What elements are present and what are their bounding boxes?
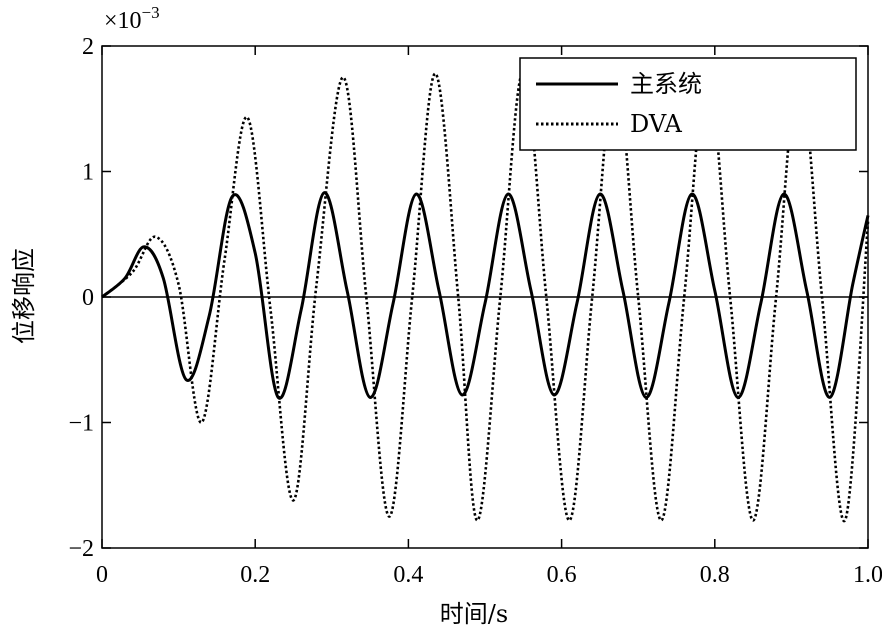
y-axis-title: 位移响应 [10,248,38,344]
legend: 主系统 DVA [519,57,857,151]
legend-label-dva: DVA [630,110,683,138]
legend-box [519,57,857,151]
x-tick-label: 0.2 [240,562,270,588]
series-dva-line [101,69,870,523]
ticks-layer: 0 0.2 0.4 0.6 0.8 1.0 −2 −1 0 1 2 [68,34,882,588]
x-tick-label: 0 [96,562,108,588]
y-axis-multiplier-base: ×10 [104,8,142,34]
y-tick-label: −1 [68,411,94,437]
y-tick-label: 0 [82,285,94,311]
series-main-system-line [101,191,870,400]
legend-label-main: 主系统 [630,70,702,98]
x-tick-label: 0.6 [547,562,577,588]
x-axis-title: 时间/s [440,600,508,628]
y-tick-label: 2 [82,34,94,60]
y-tick-label: −2 [68,536,94,562]
x-tick-label: 1.0 [853,562,882,588]
y-tick-label: 1 [82,160,94,186]
curves-layer [101,69,870,523]
y-axis-multiplier: ×10−3 [104,3,160,34]
x-tick-label: 0.8 [700,562,730,588]
x-tick-label: 0.4 [393,562,423,588]
y-axis-multiplier-exponent: −3 [142,3,160,22]
